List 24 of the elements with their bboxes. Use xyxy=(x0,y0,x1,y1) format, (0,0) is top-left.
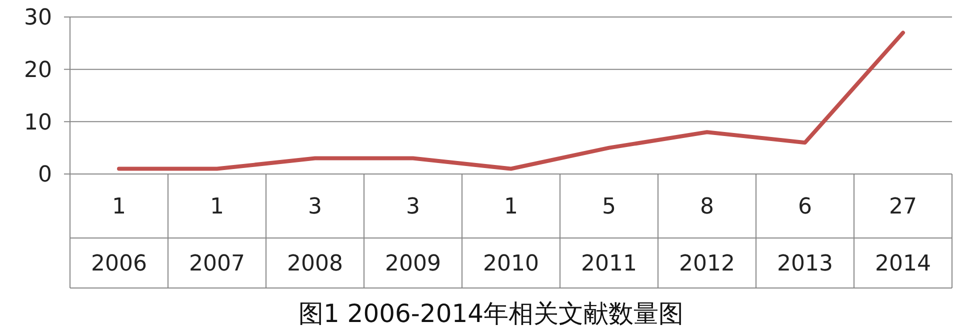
data-label: 1 xyxy=(504,194,518,220)
y-tick-label: 10 xyxy=(24,110,52,136)
x-tick-label: 2008 xyxy=(287,252,343,277)
x-tick-label: 2010 xyxy=(483,252,539,277)
text: 图1 2006-2014年相关文献数量图 xyxy=(298,298,684,328)
data-label: 5 xyxy=(602,194,616,220)
data-label: 27 xyxy=(889,194,917,220)
data-label: 3 xyxy=(406,194,420,220)
data-label: 3 xyxy=(308,194,322,220)
x-tick-label: 2011 xyxy=(581,252,637,277)
data-label: 6 xyxy=(798,194,812,220)
x-tick-label: 2006 xyxy=(91,252,147,277)
x-tick-label: 2009 xyxy=(385,252,441,277)
y-tick-label: 30 xyxy=(24,6,52,31)
y-tick-label: 0 xyxy=(38,162,52,188)
x-tick-label: 2013 xyxy=(777,252,833,277)
x-tick-label: 2012 xyxy=(679,252,735,277)
data-label: 1 xyxy=(112,194,126,220)
data-label: 8 xyxy=(700,194,714,220)
data-label: 1 xyxy=(210,194,224,220)
x-tick-label: 2014 xyxy=(875,252,931,277)
y-tick-label: 20 xyxy=(24,58,52,84)
x-tick-label: 2007 xyxy=(189,252,245,277)
line-series xyxy=(117,30,905,171)
